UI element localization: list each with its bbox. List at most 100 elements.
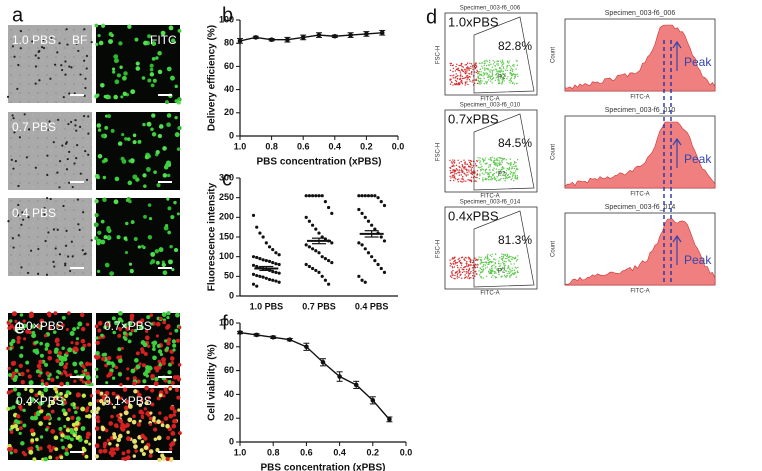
cell [77, 49, 80, 53]
cell [146, 315, 151, 320]
event [490, 260, 492, 263]
event [468, 169, 470, 171]
cell [120, 346, 124, 350]
event [467, 271, 469, 273]
cell [127, 403, 133, 408]
axis-title: Count [551, 47, 557, 63]
cell [176, 147, 181, 151]
cell [157, 349, 163, 354]
dot [258, 231, 262, 235]
event [502, 253, 505, 256]
cell [84, 77, 87, 80]
cell [115, 446, 120, 452]
cell [65, 229, 68, 232]
event [460, 168, 463, 170]
event [515, 165, 517, 167]
event [489, 178, 491, 181]
event [453, 277, 455, 280]
event [453, 159, 456, 161]
event [492, 160, 495, 162]
event [506, 253, 509, 255]
cell [17, 203, 20, 207]
event [451, 265, 453, 268]
event [503, 63, 505, 65]
gate-name: P2 [498, 269, 506, 275]
cell [20, 371, 25, 377]
axis-title: FITC-A [480, 291, 499, 297]
cell [118, 419, 124, 424]
panel-label: e [14, 316, 25, 338]
cell [30, 324, 35, 329]
event [516, 258, 519, 261]
event [485, 81, 487, 83]
cell [63, 424, 67, 428]
row-label: 0.4 PBS [12, 206, 56, 220]
cell [122, 75, 127, 81]
cell [36, 411, 41, 417]
event [483, 64, 486, 67]
cell [165, 346, 170, 350]
cell [126, 436, 131, 441]
event [499, 163, 502, 165]
dot [314, 227, 318, 231]
cell [8, 372, 13, 377]
event [502, 266, 504, 269]
dot [366, 219, 371, 223]
cell [140, 433, 145, 439]
event [465, 270, 467, 273]
event [475, 64, 477, 67]
event [484, 264, 487, 266]
cell [15, 400, 20, 405]
cell [96, 406, 101, 411]
event [464, 77, 466, 79]
cell [142, 379, 147, 384]
cell [48, 120, 51, 123]
event [478, 166, 480, 169]
event [458, 268, 460, 271]
event [453, 173, 456, 175]
event [515, 178, 517, 180]
cell [168, 259, 173, 265]
cell [30, 249, 33, 252]
cell [24, 387, 28, 391]
cell [155, 56, 159, 60]
event [483, 261, 485, 264]
event [484, 67, 486, 69]
dot [317, 270, 321, 274]
cell [19, 29, 23, 33]
event [508, 272, 510, 275]
cell [169, 356, 175, 361]
cell [77, 434, 81, 439]
cell [61, 315, 66, 320]
cell [113, 54, 119, 59]
cell [109, 271, 115, 276]
cell [125, 399, 130, 405]
dot [311, 247, 315, 251]
event [483, 264, 485, 266]
cell [170, 38, 176, 43]
event [509, 276, 511, 278]
cell [85, 178, 89, 181]
cell [65, 390, 70, 395]
cell [39, 435, 44, 439]
cell [172, 413, 177, 417]
cell [123, 71, 128, 76]
cell [84, 408, 89, 413]
cell [101, 395, 107, 400]
event [513, 77, 516, 80]
event [495, 159, 497, 161]
cell [60, 357, 65, 362]
point [387, 417, 392, 422]
event [472, 64, 474, 67]
cell [114, 176, 120, 182]
event [484, 169, 487, 171]
y-tick-label: 40 [224, 84, 234, 94]
event [486, 172, 488, 174]
event [498, 79, 500, 81]
event [478, 177, 481, 180]
cell [170, 380, 175, 385]
cell [54, 447, 59, 452]
event [491, 156, 493, 158]
cell [140, 349, 145, 354]
cell [114, 365, 119, 370]
